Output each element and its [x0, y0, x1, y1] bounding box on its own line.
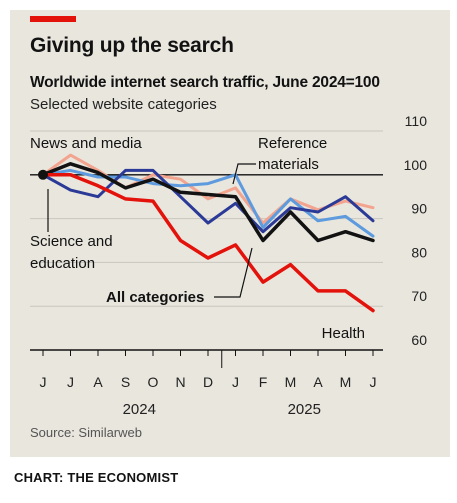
- y-tick-label-70: 70: [411, 288, 427, 304]
- x-tick-label: S: [121, 374, 130, 390]
- leader-all-categories: [214, 247, 253, 298]
- annotation-all-categories: All categories: [106, 289, 204, 306]
- year-label: 2024: [123, 401, 156, 418]
- annotation-reference-materials-line2: materials: [258, 156, 319, 173]
- year-label: 2025: [288, 401, 321, 418]
- series-line-news-and-media: [41, 153, 375, 225]
- y-tick-label-110: 110: [405, 113, 428, 129]
- x-tick-label: D: [203, 374, 213, 390]
- y-tick-label-80: 80: [411, 244, 427, 260]
- chart-subtitle: Worldwide internet search traffic, June …: [30, 74, 380, 91]
- annotation-health: Health: [322, 325, 365, 342]
- y-tick-label-90: 90: [411, 201, 427, 217]
- x-tick-label: M: [340, 374, 352, 390]
- x-tick-label: J: [370, 374, 377, 390]
- chart-note: Selected website categories: [30, 96, 217, 113]
- series-line-reference-materials: [41, 168, 375, 238]
- chart-panel: [10, 10, 450, 457]
- x-tick-label: A: [93, 374, 103, 390]
- series-line-all-categories: [41, 162, 375, 243]
- x-tick-label: J: [232, 374, 239, 390]
- economist-red-bar: [30, 16, 76, 22]
- series-line-science-and-education: [41, 168, 375, 234]
- x-tick-label: O: [148, 374, 159, 390]
- x-tick-label: A: [313, 374, 323, 390]
- annotation-science-and-education-line1: Science and: [30, 233, 113, 250]
- chart-credit: CHART: THE ECONOMIST: [14, 470, 179, 485]
- chart-title: Giving up the search: [30, 34, 234, 57]
- source-note: Source: Similarweb: [30, 425, 142, 440]
- x-tick-label: J: [67, 374, 74, 390]
- annotation-news-and-media: News and media: [30, 135, 142, 152]
- annotation-reference-materials-line1: Reference: [258, 135, 327, 152]
- x-tick-label: M: [285, 374, 297, 390]
- annotation-science-and-education-line2: education: [30, 255, 95, 272]
- series-line-health: [41, 173, 375, 313]
- y-tick-label-60: 60: [411, 332, 427, 348]
- leader-reference-materials: [232, 163, 256, 185]
- y-tick-label-100: 100: [404, 157, 428, 173]
- x-tick-label: F: [259, 374, 268, 390]
- x-tick-label: J: [40, 374, 47, 390]
- start-marker: [38, 169, 48, 180]
- x-tick-label: N: [175, 374, 185, 390]
